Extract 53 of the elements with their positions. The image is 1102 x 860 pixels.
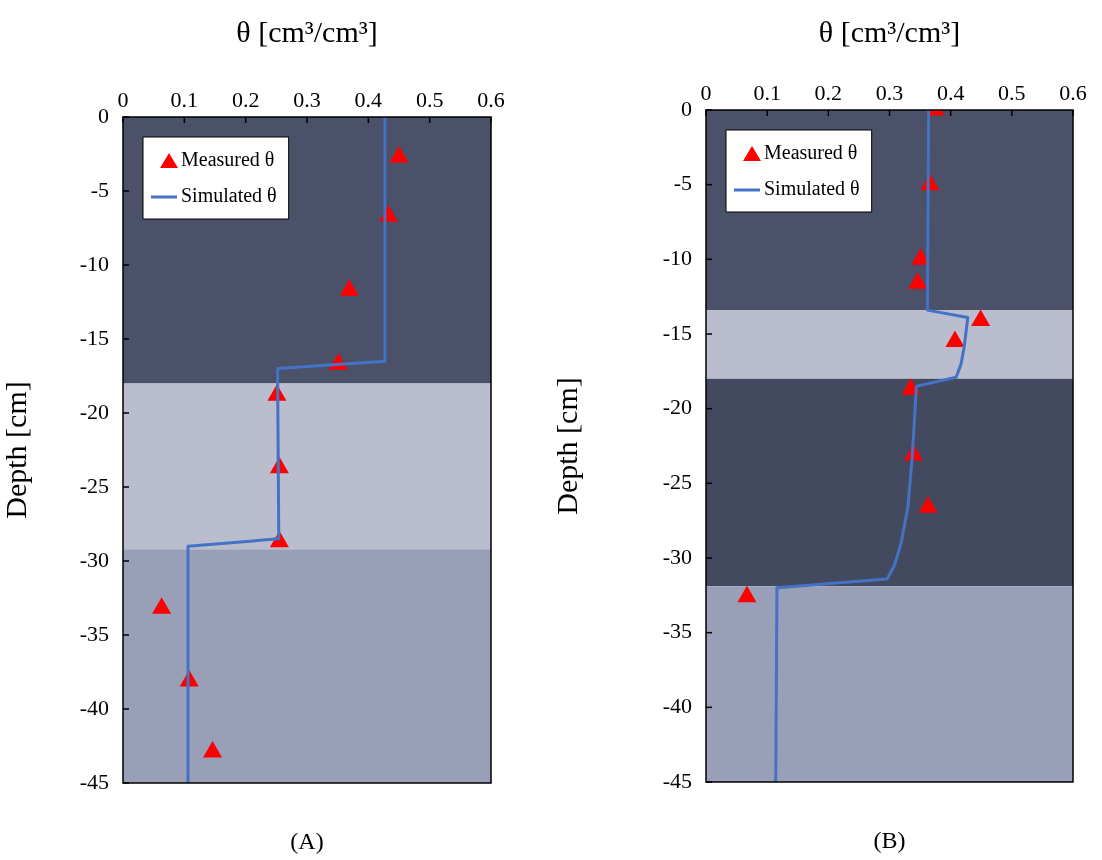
y-tick-label: -45 — [79, 768, 109, 794]
x-tick-label: 0.6 — [477, 86, 505, 112]
x-tick-label: 0.3 — [875, 79, 904, 105]
y-tick-label: -15 — [79, 324, 109, 350]
x-tick-label: 0.2 — [814, 79, 843, 105]
y-tick-label: -5 — [673, 170, 692, 196]
point — [911, 248, 931, 265]
y-tick-label: 0 — [98, 102, 109, 128]
point — [389, 145, 409, 163]
legend-label: Measured θ — [181, 148, 275, 171]
y-tick-label: -35 — [662, 618, 692, 644]
point — [918, 496, 938, 513]
point — [203, 740, 223, 758]
x-tick-label: 0.6 — [1059, 79, 1087, 105]
legend-label: Simulated θ — [181, 184, 277, 207]
x-axis-title: θ [cm³/cm³] — [236, 14, 378, 48]
y-tick-label: -25 — [79, 472, 109, 498]
x-tick-label: 0.2 — [231, 86, 260, 112]
y-tick-label: -30 — [662, 543, 692, 569]
x-tick-label: 0.4 — [354, 86, 383, 112]
y-tick-label: -40 — [79, 694, 109, 720]
point — [908, 272, 928, 289]
legend-label: Simulated θ — [764, 177, 860, 200]
x-tick-label: 0.3 — [293, 86, 321, 112]
y-axis-title: Depth [cm] — [549, 377, 583, 515]
point — [339, 279, 359, 296]
y-axis-title: Depth [cm] — [0, 381, 32, 519]
y-tick-label: -45 — [662, 767, 692, 793]
point — [152, 597, 172, 614]
point — [945, 330, 965, 347]
y-tick-label: -15 — [662, 319, 692, 345]
x-tick-label: 0.1 — [753, 79, 781, 105]
y-tick-label: -30 — [79, 546, 109, 572]
x-tick-label: 0.1 — [170, 86, 199, 112]
text: (A) — [290, 828, 324, 855]
x-tick-label: 0.5 — [415, 86, 444, 112]
text: (B) — [873, 827, 906, 854]
y-tick-label: -10 — [79, 250, 109, 276]
y-tick-label: -10 — [662, 245, 692, 271]
y-tick-label: -40 — [662, 693, 692, 719]
point — [737, 585, 757, 603]
y-tick-label: -35 — [79, 620, 109, 646]
y-tick-label: -25 — [662, 469, 692, 495]
x-tick-label: 0.4 — [936, 79, 965, 105]
x-tick-label: 0.5 — [998, 79, 1026, 105]
y-tick-label: -5 — [90, 176, 109, 202]
y-tick-label: -20 — [662, 394, 692, 420]
point — [971, 309, 991, 327]
y-tick-label: -20 — [79, 398, 109, 424]
x-tick-label: 0 — [700, 79, 712, 105]
legend-label: Measured θ — [764, 141, 858, 164]
x-axis-title: θ [cm³/cm³] — [818, 14, 961, 48]
x-tick-label: 0 — [117, 86, 129, 112]
